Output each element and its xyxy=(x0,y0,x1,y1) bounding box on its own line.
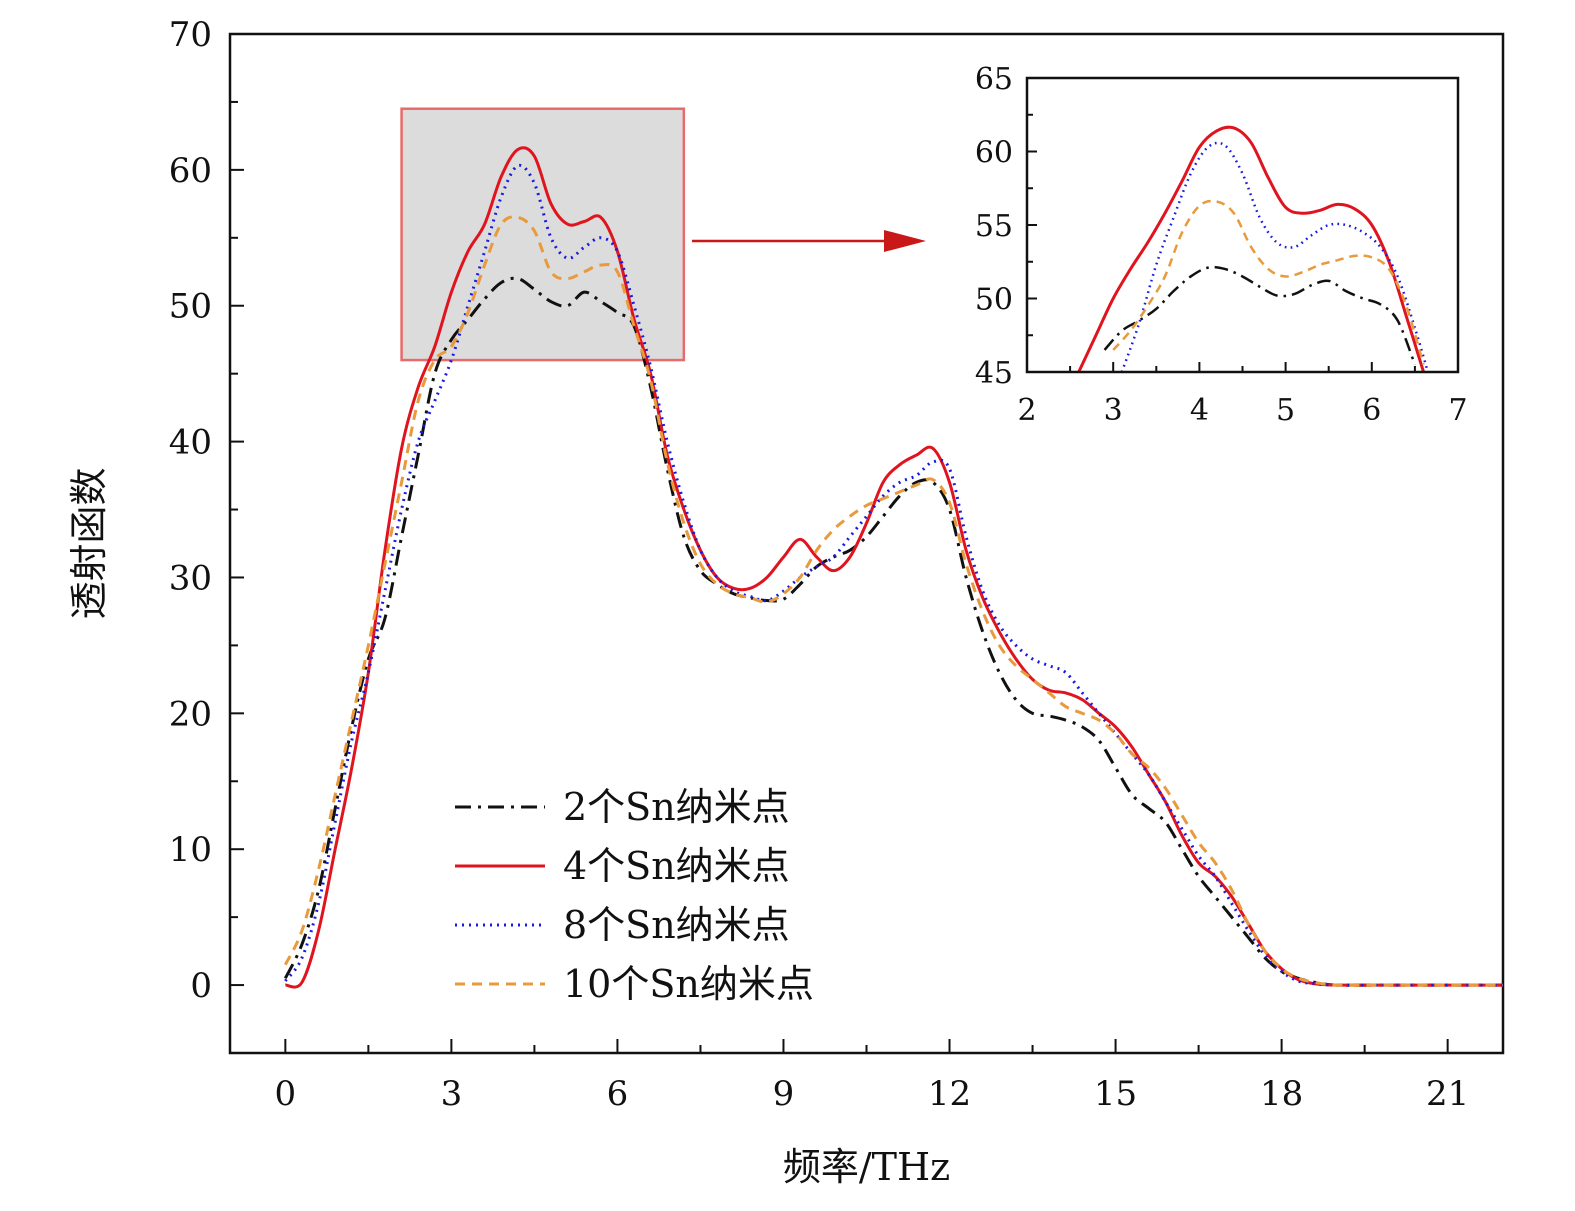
legend-label-3: 8个Sn纳米点 xyxy=(563,903,790,947)
inset-x-tick-label: 7 xyxy=(1448,393,1467,428)
x-tick-label: 18 xyxy=(1260,1074,1303,1114)
series-line-4 xyxy=(284,215,1503,987)
zoom-region-box xyxy=(400,107,686,362)
x-tick-label: 15 xyxy=(1094,1074,1137,1114)
legend-label-2: 4个Sn纳米点 xyxy=(563,844,790,888)
x-tick-label: 9 xyxy=(773,1074,795,1114)
legend-label-4: 10个Sn纳米点 xyxy=(563,962,814,1006)
y-tick-label: 40 xyxy=(169,423,212,463)
y-tick-label: 70 xyxy=(169,15,212,55)
x-tick-label: 3 xyxy=(441,1074,463,1114)
inset-x-tick-label: 5 xyxy=(1276,393,1295,428)
inset-series-line-1 xyxy=(1103,265,1417,366)
inset-x-tick-label: 2 xyxy=(1017,393,1036,428)
x-tick-label: 6 xyxy=(607,1074,629,1114)
series-line-2 xyxy=(285,146,1503,989)
series-line-1 xyxy=(284,276,1503,987)
x-tick-label: 12 xyxy=(928,1074,971,1114)
y-axis-title: 透射函数 xyxy=(67,467,111,619)
x-tick-label: 0 xyxy=(275,1074,297,1114)
legend-label-1: 2个Sn纳米点 xyxy=(563,785,790,829)
main-series-group xyxy=(284,146,1503,989)
inset-background xyxy=(1027,78,1458,372)
inset-x-tick-label: 6 xyxy=(1362,393,1381,428)
zoom-arrow-head xyxy=(884,230,926,252)
inset-y-tick-label: 65 xyxy=(975,62,1013,97)
inset-y-tick-label: 55 xyxy=(975,209,1013,244)
y-tick-label: 50 xyxy=(169,287,212,327)
legend: 2个Sn纳米点 4个Sn纳米点 8个Sn纳米点 10个Sn纳米点 xyxy=(455,785,814,1006)
inset-y-tick-label: 50 xyxy=(975,283,1013,318)
inset-x-tick-label: 4 xyxy=(1190,393,1209,428)
inset-series-line-2 xyxy=(1077,125,1425,372)
y-tick-label: 60 xyxy=(169,151,212,191)
series-line-3 xyxy=(284,163,1503,987)
y-tick-label: 10 xyxy=(169,830,212,870)
y-tick-label: 20 xyxy=(169,694,212,734)
inset-series-line-4 xyxy=(1112,199,1425,366)
inset-x-tick-label: 3 xyxy=(1104,393,1123,428)
main-plot: 0 3 6 9 12 15 18 21 0 10 20 30 40 50 60 70 频率/THz 透射函数 xyxy=(67,15,1505,1189)
x-tick-label: 21 xyxy=(1426,1074,1469,1114)
y-tick-label: 30 xyxy=(169,558,212,598)
inset-y-tick-label: 60 xyxy=(975,136,1013,171)
inset-y-tick-label: 45 xyxy=(975,356,1013,391)
inset-series-group xyxy=(1077,125,1430,372)
x-axis-title: 频率/THz xyxy=(783,1145,950,1189)
y-tick-label: 0 xyxy=(190,966,212,1006)
